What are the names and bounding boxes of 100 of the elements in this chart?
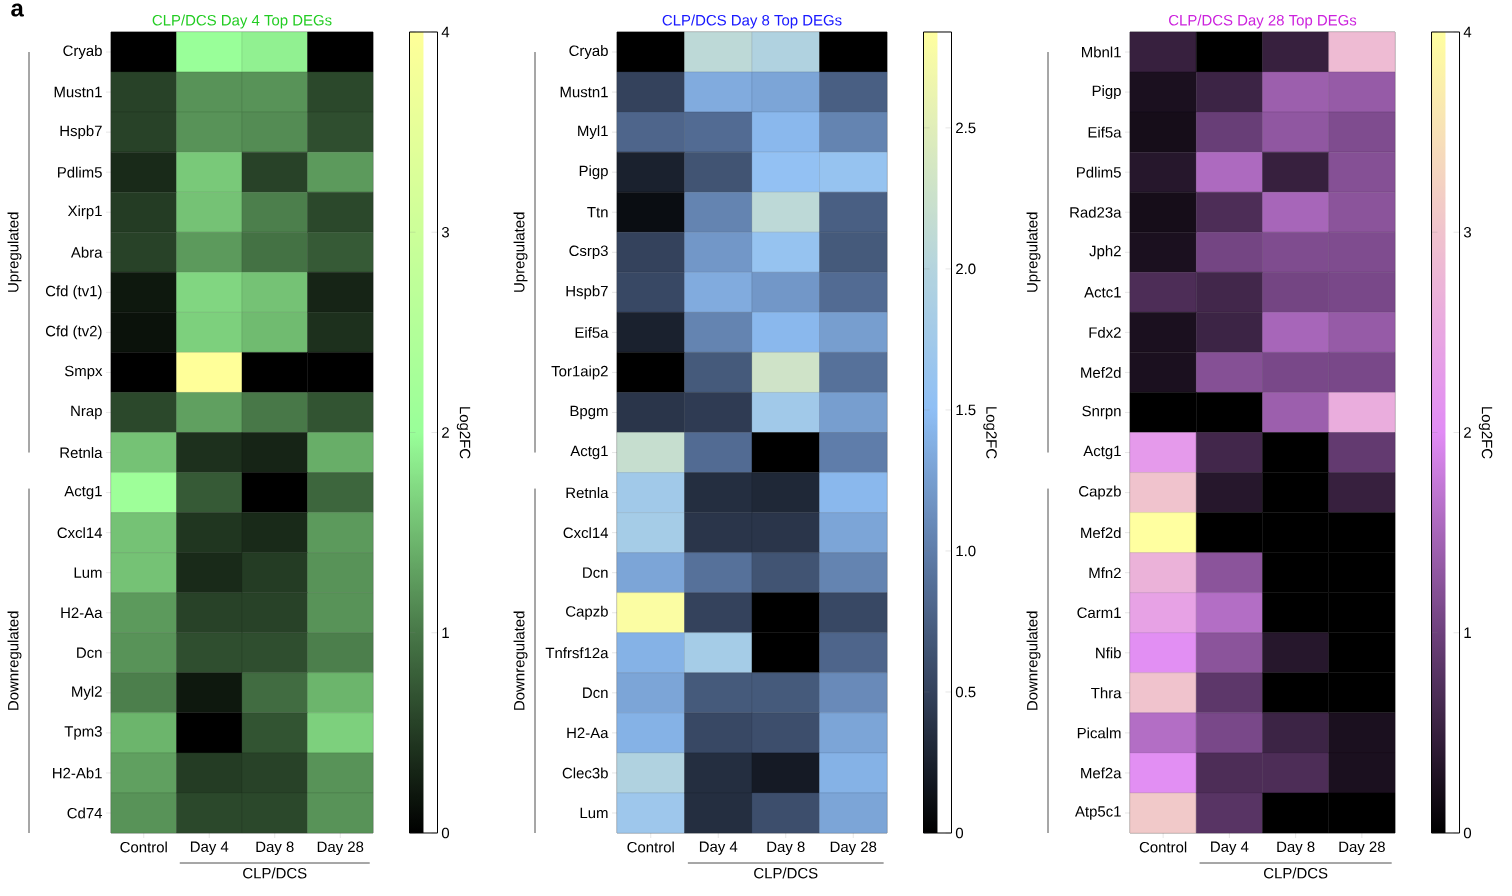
- y-tick-label: Mustn1: [560, 86, 608, 98]
- text: Downregulated: [1026, 611, 1041, 710]
- text: a: [11, 3, 24, 17]
- x-axis-title: CLP/DCS: [243, 867, 307, 879]
- y-tick-label: H2-Ab1: [53, 767, 102, 779]
- y-tick-label: Snrpn: [1082, 405, 1121, 420]
- y-tick-label: Cryab: [569, 45, 608, 59]
- y-tick-label: Dcn: [583, 567, 608, 578]
- color-bar-title: Log2FC: [1478, 407, 1493, 459]
- text: Upregulated: [513, 212, 528, 292]
- y-tick-label: Myl2: [72, 685, 102, 700]
- text: Upregulated: [1026, 212, 1041, 292]
- x-tick-label: Control: [1139, 841, 1187, 853]
- y-tick-label: Dcn: [583, 687, 608, 699]
- y-tick-label: Ttn: [587, 207, 608, 218]
- y-tick-label: Atp5c1: [1075, 806, 1121, 820]
- color-bar-label: 4: [441, 26, 450, 38]
- y-tick-label: Actc1: [1084, 287, 1121, 298]
- chart-title: CLP/DCS Day 4 Top DEGs: [152, 14, 332, 29]
- color-bar-label: 1: [1464, 627, 1471, 638]
- y-tick-label: Eif5a: [1088, 126, 1122, 138]
- color-bar-label: 2.0: [956, 263, 976, 275]
- y-tick-label: Pdlim5: [58, 166, 102, 178]
- color-bar-label: 1.5: [956, 404, 976, 416]
- y-tick-label: Smpx: [64, 365, 103, 380]
- text: Upregulated: [7, 212, 22, 292]
- color-bar-title: Log2FC: [983, 407, 997, 459]
- color-bar-label: 0: [1463, 827, 1472, 839]
- y-tick-label: Retnla: [60, 447, 103, 459]
- color-bar-label: 1: [442, 627, 449, 638]
- y-tick-label: Capzb: [1079, 485, 1121, 500]
- y-tick-label: Rad23a: [1070, 206, 1122, 218]
- color-bar-label: 1.0: [956, 545, 976, 557]
- x-tick-label: Day 8: [1277, 841, 1315, 856]
- x-tick-label: Day 28: [317, 841, 364, 856]
- x-tick-label: Control: [120, 841, 167, 853]
- y-tick-label: Pigp: [579, 165, 608, 180]
- x-tick-label: Day 28: [830, 841, 877, 856]
- y-tick-label: Picalm: [1077, 727, 1121, 739]
- y-tick-label: Mfn2: [1089, 567, 1121, 579]
- y-tick-label: Actg1: [570, 445, 608, 460]
- y-tick-label: Mustn1: [54, 86, 102, 98]
- y-tick-label: Hspb7: [60, 125, 102, 140]
- y-tick-label: Actg1: [1083, 445, 1121, 460]
- y-tick-label: H2-Aa: [567, 727, 609, 739]
- text: Downregulated: [7, 611, 22, 710]
- x-tick-label: Day 4: [190, 841, 229, 855]
- y-tick-label: Pdlim5: [1077, 166, 1121, 178]
- y-tick-label: Nfib: [1096, 647, 1121, 659]
- x-tick-label: Day 4: [1211, 841, 1249, 855]
- x-tick-label: Day 8: [256, 841, 294, 856]
- text: Downregulated: [513, 611, 528, 710]
- y-tick-label: Mef2a: [1081, 767, 1122, 779]
- y-tick-label: Cryab: [63, 45, 102, 59]
- chart-title: CLP/DCS Day 28 Top DEGs: [1169, 14, 1357, 29]
- y-tick-label: Hspb7: [566, 285, 608, 300]
- y-tick-label: Eif5a: [575, 326, 609, 338]
- x-tick-label: Day 28: [1339, 841, 1385, 856]
- color-bar-label: 2.5: [956, 122, 976, 134]
- chart-title: CLP/DCS Day 8 Top DEGs: [662, 14, 842, 29]
- y-tick-label: Pigp: [1092, 85, 1121, 100]
- x-tick-label: Day 4: [699, 841, 738, 855]
- y-tick-label: Bpgm: [570, 405, 608, 420]
- color-bar-label: 2: [442, 427, 449, 438]
- y-tick-label: Fdx2: [1089, 326, 1121, 338]
- y-tick-label: Carm1: [1077, 607, 1121, 619]
- y-tick-label: Tnfrsf12a: [545, 647, 609, 659]
- y-tick-label: Lum: [580, 807, 608, 819]
- y-tick-label: Cfd (tv2): [45, 325, 102, 340]
- y-tick-label: Mbnl1: [1082, 46, 1121, 58]
- y-tick-label: Mef2d: [1081, 527, 1121, 539]
- y-tick-label: Nrap: [71, 405, 102, 420]
- y-tick-label: Tpm3: [64, 726, 102, 740]
- y-tick-label: Cxcl14: [57, 527, 103, 539]
- color-bar-label: 2: [1464, 427, 1471, 438]
- y-tick-label: Lum: [74, 567, 102, 578]
- color-bar-label: 0: [955, 827, 964, 839]
- y-tick-label: Clec3b: [562, 767, 608, 779]
- y-tick-label: Capzb: [566, 605, 608, 620]
- y-tick-label: Jph2: [1089, 245, 1121, 260]
- y-tick-label: Cfd (tv1): [45, 285, 102, 300]
- y-tick-label: Cxcl14: [563, 527, 609, 539]
- x-axis-title: CLP/DCS: [754, 867, 818, 879]
- y-tick-label: Retnla: [566, 487, 609, 499]
- x-tick-label: Day 8: [767, 841, 805, 856]
- color-bar-label: 0: [441, 827, 450, 839]
- color-bar-label: 4: [1463, 26, 1472, 38]
- y-tick-label: Abra: [70, 246, 103, 258]
- y-tick-label: Xirp1: [67, 205, 102, 220]
- color-bar-label: 0.5: [955, 686, 976, 698]
- y-tick-label: Thra: [1091, 687, 1122, 699]
- y-tick-label: Actg1: [64, 485, 102, 500]
- y-tick-label: Myl1: [578, 125, 608, 140]
- color-bar-label: 3: [441, 226, 449, 238]
- color-bar-title: Log2FC: [456, 407, 471, 459]
- y-tick-label: Mef2d: [1081, 366, 1121, 378]
- y-tick-label: Cd74: [67, 807, 103, 819]
- x-axis-title: CLP/DCS: [1264, 867, 1328, 879]
- y-tick-label: Tor1aip2: [551, 365, 608, 380]
- y-tick-label: Dcn: [77, 647, 102, 658]
